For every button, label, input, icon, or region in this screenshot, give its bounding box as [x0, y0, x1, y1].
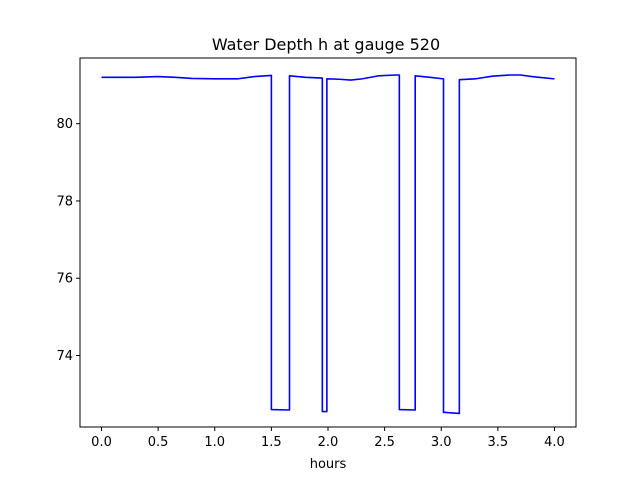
y-tick-label: 74 [56, 349, 73, 364]
y-tick-label: 78 [56, 194, 73, 209]
x-tick-label: 3.5 [488, 435, 509, 450]
x-axis-label: hours [310, 457, 347, 472]
x-tick-label: 4.0 [544, 435, 565, 450]
chart-title: Water Depth h at gauge 520 [212, 35, 440, 54]
y-tick-label: 80 [56, 117, 73, 132]
y-tick-label: 76 [56, 272, 73, 287]
x-tick-label: 2.0 [318, 435, 339, 450]
x-tick-label: 2.5 [374, 435, 395, 450]
x-tick-label: 1.0 [204, 435, 225, 450]
x-tick-label: 1.5 [261, 435, 282, 450]
plot-area [101, 74, 555, 415]
x-axis: 0.0 0.5 1.0 1.5 2.0 2.5 3.0 3.5 4.0 [91, 427, 565, 450]
series-line-0 [101, 74, 555, 415]
x-tick-label: 0.5 [148, 435, 169, 450]
axes-frame [79, 57, 577, 428]
x-tick-label: 0.0 [91, 435, 112, 450]
y-axis: 74 76 78 80 [56, 117, 80, 364]
x-tick-label: 3.0 [431, 435, 452, 450]
